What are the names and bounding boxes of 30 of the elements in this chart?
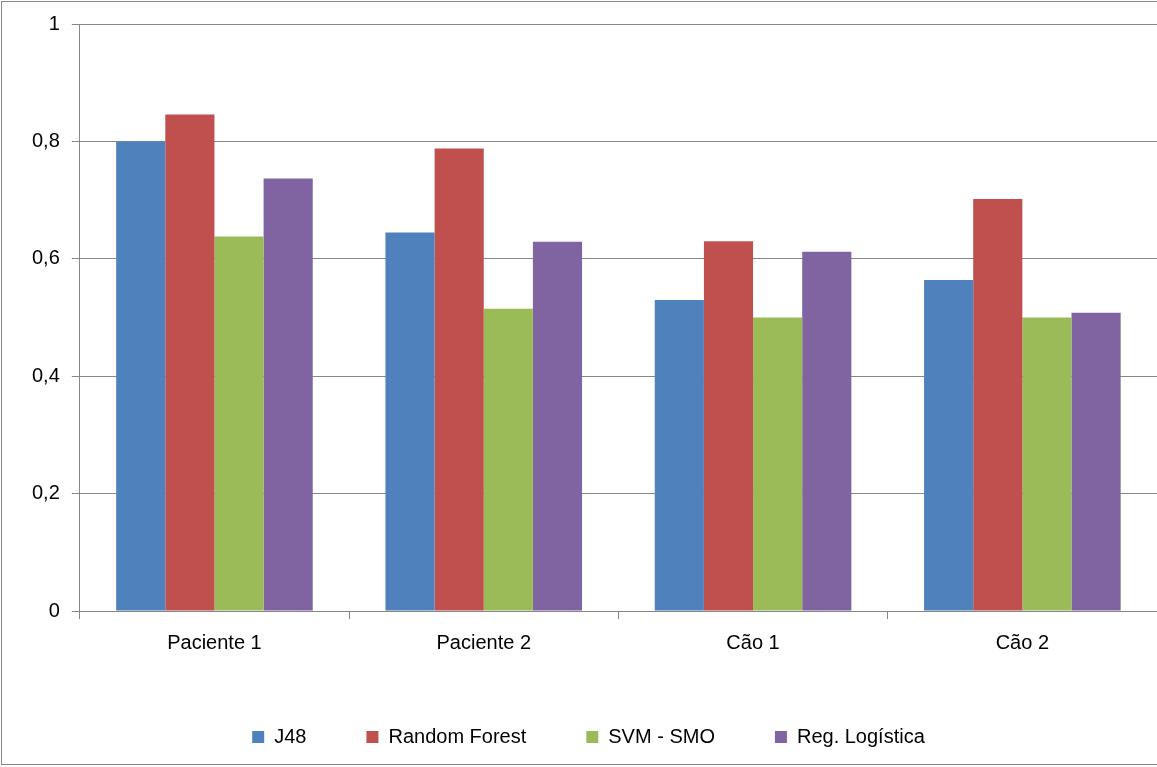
bar: [263, 178, 313, 611]
x-tick-label: Cão 2: [995, 630, 1050, 653]
bar: [483, 308, 533, 611]
bar: [214, 236, 264, 611]
bar: [924, 279, 974, 611]
y-tick-label: 0,6: [31, 246, 60, 269]
legend-label: Random Forest: [388, 724, 527, 747]
bar: [1022, 317, 1072, 611]
bar: [385, 232, 435, 611]
bar: [1071, 312, 1121, 611]
bar: [165, 114, 215, 611]
legend-label: Reg. Logística: [796, 724, 926, 747]
bar: [434, 148, 484, 611]
bar: [703, 241, 754, 611]
legend-label: J48: [274, 724, 307, 747]
x-tick-label: Paciente 2: [436, 630, 532, 653]
y-tick-label: 0: [48, 598, 60, 621]
bar: [753, 317, 803, 611]
y-tick-label: 0,4: [31, 363, 60, 386]
bar: [973, 198, 1023, 611]
bar: [532, 241, 583, 611]
bar: [116, 141, 166, 611]
legend-label: SVM - SMO: [608, 724, 715, 747]
y-tick-label: 0,8: [31, 128, 60, 151]
y-tick-label: 0,2: [31, 481, 60, 504]
y-tick-label: 1: [48, 11, 60, 34]
x-tick-label: Cão 1: [726, 630, 780, 653]
x-tick-label: Paciente 1: [167, 630, 262, 653]
bar: [654, 299, 704, 611]
bar: [802, 251, 852, 611]
